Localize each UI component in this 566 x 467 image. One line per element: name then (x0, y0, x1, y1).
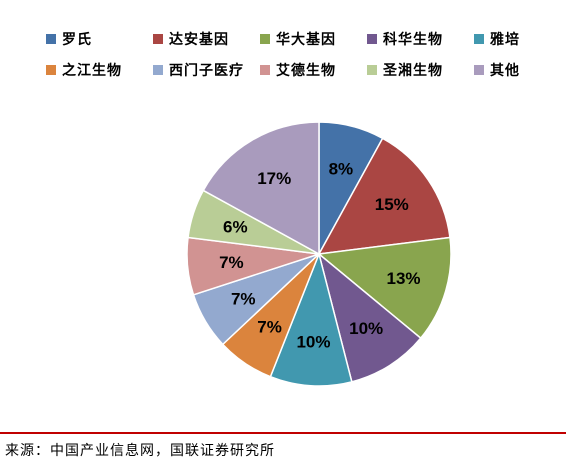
legend-item: 之江生物 (46, 60, 153, 80)
legend-label: 圣湘生物 (383, 63, 443, 79)
slice-label: 17% (257, 169, 291, 188)
legend-swatch (260, 65, 270, 75)
legend-label: 之江生物 (62, 63, 122, 79)
legend-label: 科华生物 (383, 32, 443, 48)
legend-swatch (46, 65, 56, 75)
legend-swatch (367, 65, 377, 75)
pie-slice (269, 251, 353, 387)
legend-swatch (46, 34, 56, 44)
legend-swatch (153, 34, 163, 44)
legend-label: 罗氏 (62, 32, 92, 48)
legend-swatch (367, 34, 377, 44)
pie-slice (317, 236, 452, 340)
legend-label: 雅培 (490, 32, 520, 48)
pie-slice (317, 137, 451, 255)
legend-item: 科华生物 (367, 29, 474, 49)
pie-slice (317, 251, 422, 383)
slice-label: 15% (375, 195, 409, 214)
legend-swatch (474, 34, 484, 44)
slice-label: 8% (329, 159, 354, 178)
slice-label: 7% (257, 317, 282, 336)
slice-label: 10% (296, 332, 330, 351)
slice-label: 10% (349, 319, 383, 338)
source-note: 来源：中国产业信息网，国联证券研究所 (5, 443, 275, 459)
slice-label: 7% (219, 253, 244, 272)
source-divider (0, 432, 566, 434)
legend-item: 艾德生物 (260, 60, 367, 80)
legend-label: 艾德生物 (276, 63, 336, 79)
legend-item: 罗氏 (46, 29, 153, 49)
legend-label: 西门子医疗 (169, 63, 244, 79)
legend-swatch (474, 65, 484, 75)
legend-swatch (153, 65, 163, 75)
slice-label: 13% (386, 269, 420, 288)
legend-swatch (260, 34, 270, 44)
legend-label: 其他 (490, 63, 520, 79)
legend-item: 雅培 (474, 29, 554, 49)
legend-item: 圣湘生物 (367, 60, 474, 80)
legend-label: 华大基因 (276, 32, 336, 48)
slice-label: 7% (231, 289, 256, 308)
legend-item: 其他 (474, 60, 554, 80)
legend-item: 西门子医疗 (153, 60, 260, 80)
pie-slice (202, 121, 320, 256)
legend-label: 达安基因 (169, 32, 229, 48)
legend-item: 达安基因 (153, 29, 260, 49)
chart-legend: 罗氏 达安基因 华大基因 科华生物 雅培之江生物 西门子医疗 艾德生物 圣湘生物 其他 (46, 29, 561, 80)
legend-item: 华大基因 (260, 29, 367, 49)
slice-label: 6% (223, 217, 248, 236)
